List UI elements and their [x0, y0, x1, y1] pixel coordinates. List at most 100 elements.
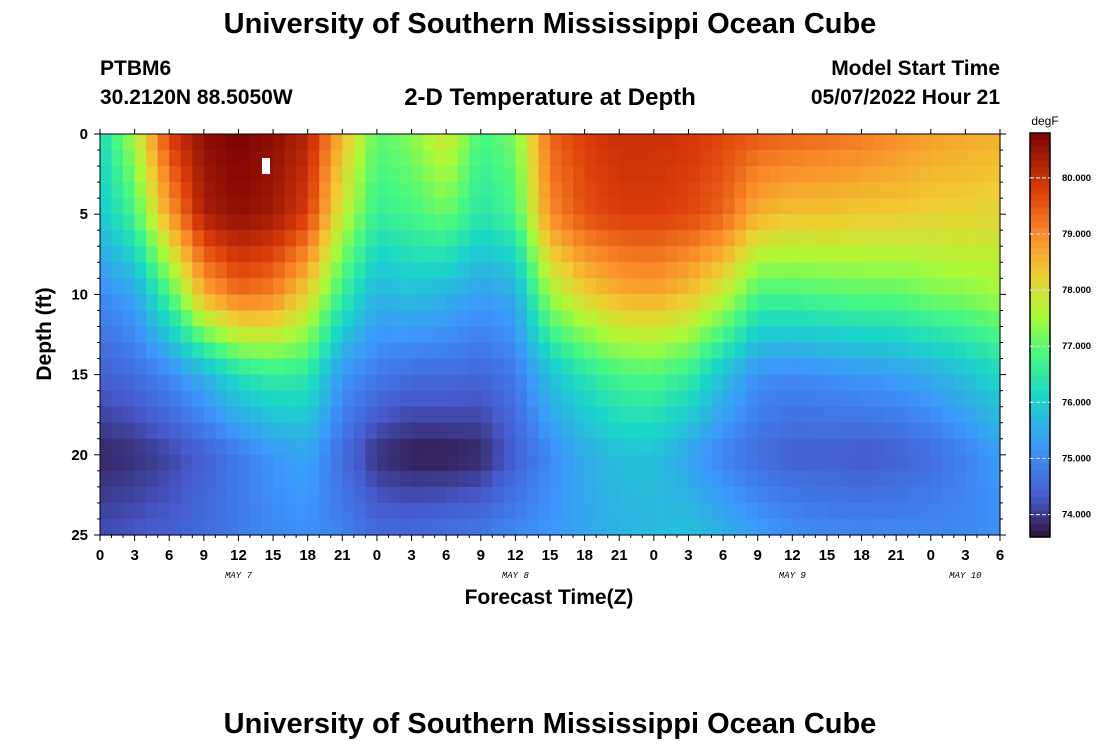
heatmap-cell [757, 262, 770, 279]
heatmap-cell [215, 454, 228, 472]
heatmap-cell [157, 438, 170, 456]
heatmap-cell [215, 486, 228, 504]
heatmap-cell [653, 374, 666, 392]
heatmap-cell [446, 486, 459, 504]
heatmap-cell [976, 502, 990, 520]
heatmap-cell [792, 278, 805, 295]
heatmap-cell [838, 246, 851, 263]
heatmap-cell [503, 262, 516, 279]
heatmap-cell [838, 358, 851, 376]
heatmap-cell [826, 502, 840, 520]
heatmap-cell [723, 310, 736, 328]
heatmap-cell [757, 230, 770, 247]
heatmap-cell [976, 246, 990, 263]
heatmap-cell [423, 422, 436, 440]
heatmap-cell [653, 294, 666, 312]
heatmap-cell [792, 518, 805, 536]
heatmap-cell [561, 262, 574, 279]
heatmap-cell [307, 326, 320, 344]
heatmap-cell [503, 198, 516, 215]
heatmap-cell [815, 422, 828, 440]
heatmap-cell [792, 502, 805, 520]
heatmap-cell [250, 278, 263, 295]
heatmap-cell [342, 246, 355, 263]
heatmap-cell [538, 310, 551, 328]
heatmap-cell [261, 486, 274, 504]
heatmap-cell [688, 198, 701, 215]
heatmap-cell [711, 502, 724, 520]
heatmap-cell [792, 358, 805, 376]
heatmap-cell [884, 486, 897, 504]
heatmap-cell [111, 406, 124, 424]
heatmap-cell [573, 182, 586, 199]
heatmap-cell [123, 502, 136, 520]
heatmap-cell [676, 294, 690, 312]
colorbar-unit: degF [1031, 114, 1058, 128]
heatmap-cell [457, 198, 470, 215]
heatmap-cell [653, 502, 666, 520]
heatmap-cell [192, 182, 205, 199]
heatmap-cell [250, 406, 263, 424]
heatmap-cell [861, 518, 874, 536]
heatmap-cell [180, 486, 193, 504]
heatmap-cell [446, 518, 459, 536]
heatmap-cell [134, 390, 147, 408]
heatmap-cell [169, 166, 182, 183]
heatmap-cell [446, 406, 459, 424]
heatmap-cell [573, 310, 586, 328]
heatmap-cell [480, 150, 493, 167]
heatmap-cell [203, 214, 216, 231]
heatmap-cell [850, 262, 863, 279]
heatmap-cell [919, 294, 932, 312]
heatmap-cell [353, 390, 366, 408]
heatmap-cell [942, 198, 955, 215]
heatmap-cell [769, 214, 782, 231]
heatmap-cell [700, 470, 713, 488]
heatmap-cell [134, 166, 147, 183]
heatmap-cell [792, 214, 805, 231]
heatmap-cell [192, 294, 205, 312]
heatmap-cell [919, 358, 932, 376]
heatmap-cell [803, 262, 816, 279]
heatmap-cell [180, 502, 193, 520]
heatmap-cell [596, 310, 609, 328]
heatmap-cell [573, 198, 586, 215]
heatmap-cell [469, 150, 482, 167]
heatmap-cell [388, 278, 401, 295]
heatmap-cell [746, 262, 759, 279]
heatmap-cell [780, 438, 793, 456]
heatmap-cell [746, 342, 759, 360]
heatmap-cell [388, 438, 401, 456]
heatmap-cell [665, 406, 678, 424]
heatmap-cell [434, 150, 447, 167]
heatmap-cell [584, 454, 597, 472]
heatmap-cell [388, 486, 401, 504]
heatmap-cell [642, 230, 655, 247]
heatmap-cell [573, 438, 586, 456]
heatmap-cell [688, 214, 701, 231]
heatmap-cell [100, 246, 113, 263]
heatmap-cell [826, 486, 840, 504]
heatmap-cell [550, 502, 563, 520]
heatmap-cell [723, 230, 736, 247]
heatmap-cell [688, 326, 701, 344]
heatmap-cell [180, 342, 193, 360]
heatmap-cell [434, 278, 447, 295]
heatmap-cell [111, 470, 124, 488]
heatmap-cell [815, 150, 828, 167]
heatmap-cell [342, 326, 355, 344]
heatmap-cell [873, 374, 886, 392]
heatmap-cell [573, 214, 586, 231]
heatmap-cell [411, 278, 424, 295]
heatmap-cell [203, 246, 216, 263]
heatmap-cell [261, 326, 274, 344]
heatmap-cell [353, 326, 366, 344]
heatmap-cell [653, 246, 666, 263]
heatmap-cell [780, 278, 793, 295]
heatmap-cell [480, 262, 493, 279]
heatmap-cell [769, 502, 782, 520]
heatmap-cell [273, 342, 286, 360]
heatmap-cell [884, 374, 897, 392]
heatmap-cell [423, 342, 436, 360]
heatmap-cell [226, 374, 240, 392]
